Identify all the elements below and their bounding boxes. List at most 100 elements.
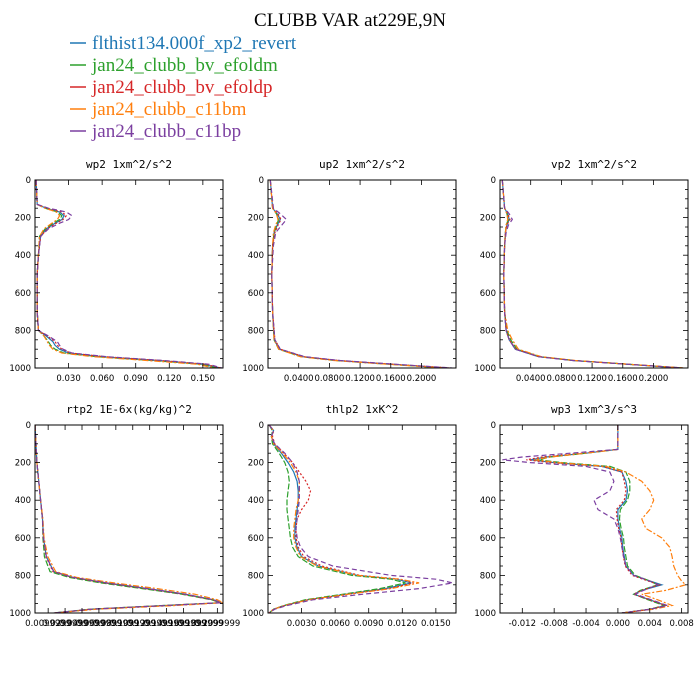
series-line — [268, 425, 414, 613]
x-tick-label: 0.0090 — [354, 619, 384, 629]
y-tick-label: 0 — [491, 176, 496, 186]
y-tick-label: 400 — [248, 251, 264, 261]
y-tick-label: 600 — [248, 289, 264, 299]
x-tick-label: 0.1299999 — [127, 619, 173, 629]
y-tick-label: 800 — [480, 326, 496, 336]
panel-title: wp3 1xm^3/s^3 — [551, 403, 637, 416]
series-lines — [35, 180, 223, 368]
x-tick-label: 0.1200 — [345, 374, 375, 384]
x-tick-label: 0.090 — [124, 374, 148, 384]
x-tick-label: 0.2099999 — [194, 619, 240, 629]
x-tick-label: -0.008 — [540, 619, 567, 629]
series-line — [35, 425, 221, 613]
y-tick-label: 400 — [248, 496, 264, 506]
y-tick-label: 600 — [480, 534, 496, 544]
y-tick-label: 800 — [480, 571, 496, 581]
x-tick-label: 0.0499999 — [59, 619, 105, 629]
panel: wp3 1xm^3/s^3 0 200 400 600 800 1000 -0.012 -0.0… — [474, 403, 693, 629]
y-tick-label: 600 — [480, 289, 496, 299]
y-tick-label: 0 — [26, 176, 31, 186]
y-tick-label: 200 — [15, 459, 31, 469]
x-tick-label: -0.004 — [572, 619, 599, 629]
y-tick-label: 800 — [248, 571, 264, 581]
y-tick-label: 200 — [248, 459, 264, 469]
series-lines — [501, 180, 684, 368]
plot-frame — [34, 424, 224, 614]
x-tick-label: 0.0899999 — [93, 619, 139, 629]
series-line — [501, 180, 684, 368]
x-tick-label: 0.0299999 — [42, 619, 88, 629]
x-tick-label: 0.0400 — [284, 374, 314, 384]
x-tick-label: 0.0099999 — [25, 619, 71, 629]
figure-title: CLUBB VAR at229E,9N — [254, 10, 446, 31]
x-tick-label: 0.004 — [638, 619, 662, 629]
series-line — [268, 425, 406, 613]
panel: rtp2 1E-6x(kg/kg)^2 0 200 400 600 800 10000.00… — [9, 403, 240, 629]
y-tick-label: 800 — [248, 326, 264, 336]
series-line — [268, 425, 420, 613]
panel-title: up2 1xm^2/s^2 — [319, 158, 405, 171]
y-tick-label: 600 — [15, 289, 31, 299]
legend-label: jan24_clubb_bv_efoldm — [91, 55, 278, 76]
series-line — [35, 180, 223, 368]
series-line — [35, 425, 221, 613]
y-tick-label: 400 — [15, 251, 31, 261]
x-tick-label: 0.1600 — [376, 374, 406, 384]
series-line — [269, 180, 449, 368]
legend-item: jan24_clubb_c11bm — [70, 99, 247, 120]
series-lines — [502, 425, 687, 613]
x-tick-label: 0.008 — [669, 619, 693, 629]
y-tick-label: 200 — [15, 214, 31, 224]
x-tick-label: 0.1899999 — [177, 619, 223, 629]
x-tick-label: -0.012 — [509, 619, 536, 629]
panels: wp2 1xm^2/s^2 0 200 400 600 800 1000 0.030 0.060… — [9, 158, 693, 629]
y-tick-label: 0 — [259, 176, 264, 186]
series-line — [268, 425, 412, 613]
x-tick-label: 0.0120 — [387, 619, 417, 629]
panel: wp2 1xm^2/s^2 0 200 400 600 800 1000 0.030 0.060… — [9, 158, 224, 384]
plot-frame — [499, 179, 689, 369]
series-line — [502, 425, 670, 613]
series-lines — [268, 425, 453, 613]
series-line — [35, 180, 221, 368]
x-tick-label: 0.0800 — [547, 374, 577, 384]
y-tick-label: 600 — [15, 534, 31, 544]
panel-title: thlp2 1xK^2 — [326, 403, 399, 416]
series-line — [534, 425, 687, 613]
y-tick-label: 1000 — [242, 364, 264, 374]
series-line — [269, 180, 453, 368]
y-tick-label: 400 — [15, 496, 31, 506]
y-tick-label: 400 — [480, 496, 496, 506]
series-line — [35, 425, 222, 613]
series-line — [501, 180, 683, 368]
panel: vp2 1xm^2/s^2 0 200 400 600 800 1000 0.0400 0.08… — [474, 158, 689, 384]
y-tick-label: 1000 — [9, 609, 31, 619]
y-tick-label: 200 — [248, 214, 264, 224]
y-tick-label: 0 — [259, 421, 264, 431]
panel: thlp2 1xK^2 0 200 400 600 800 1000 0.0030 0.0060… — [242, 403, 457, 629]
legend-label: jan24_clubb_bv_efoldp — [91, 77, 272, 98]
y-tick-label: 1000 — [474, 609, 496, 619]
plot-frame — [34, 179, 224, 369]
series-line — [35, 180, 220, 368]
y-tick-label: 400 — [480, 251, 496, 261]
panel-title: rtp2 1E-6x(kg/kg)^2 — [66, 403, 192, 416]
y-tick-label: 200 — [480, 459, 496, 469]
x-tick-label: 0.1099999 — [110, 619, 156, 629]
x-tick-label: 0.1499999 — [144, 619, 190, 629]
x-tick-label: 0.060 — [90, 374, 114, 384]
legend-item: jan24_clubb_bv_efoldp — [70, 77, 272, 98]
y-tick-label: 800 — [15, 326, 31, 336]
y-tick-label: 600 — [248, 534, 264, 544]
series-line — [35, 425, 223, 613]
series-lines — [269, 180, 453, 368]
legend-label: jan24_clubb_c11bm — [91, 99, 247, 120]
series-line — [501, 180, 684, 368]
x-tick-label: 0.0060 — [320, 619, 350, 629]
panel: up2 1xm^2/s^2 0 200 400 600 800 1000 0.0400 0.08… — [242, 158, 457, 384]
y-tick-label: 1000 — [242, 609, 264, 619]
legend-item: jan24_clubb_bv_efoldm — [70, 55, 278, 76]
panel-title: wp2 1xm^2/s^2 — [86, 158, 172, 171]
series-line — [268, 425, 453, 613]
